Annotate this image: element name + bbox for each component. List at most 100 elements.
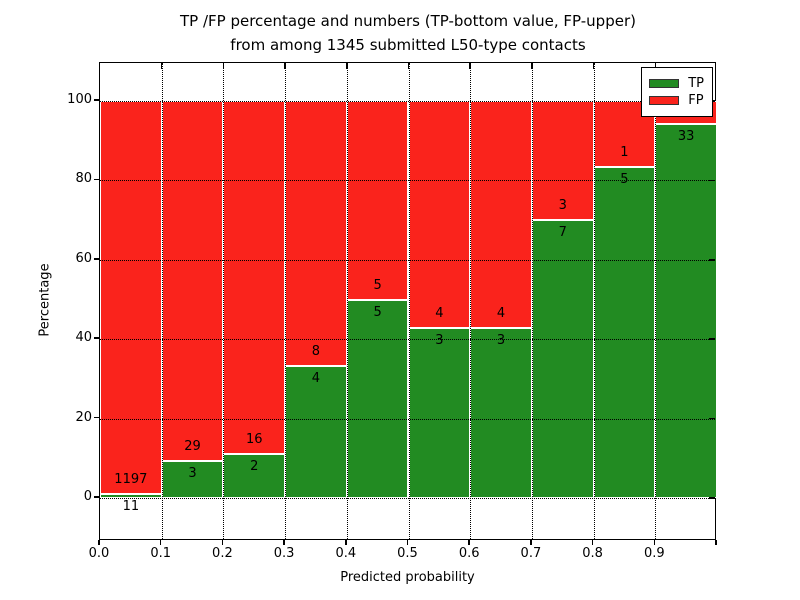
- y-tick-label: 80: [75, 171, 92, 187]
- bar-fp-segment: [346, 101, 409, 300]
- bar-fp-segment: [285, 101, 347, 366]
- y-axis-tick: [94, 416, 99, 419]
- bar-fp-segment: [470, 101, 532, 328]
- horizontal-gridline: [100, 498, 715, 499]
- x-axis-tick: [98, 540, 100, 545]
- chart-title-line1: TP /FP percentage and numbers (TP-bottom…: [180, 12, 636, 30]
- bar-tp-segment: [346, 299, 409, 498]
- chart-title-line2: from among 1345 submitted L50-type conta…: [230, 36, 586, 54]
- top-tick: [531, 63, 533, 69]
- vertical-gridline: [161, 63, 163, 539]
- x-axis-tick: [159, 540, 162, 545]
- x-tick-label: 0.8: [582, 546, 603, 561]
- chart-title: TP /FP percentage and numbers (TP-bottom…: [8, 9, 800, 57]
- legend-row: TP: [649, 76, 704, 91]
- x-axis-tick: [591, 540, 594, 545]
- y-tick-label: 100: [67, 92, 92, 107]
- top-tick: [654, 63, 657, 69]
- y-tick-label: 20: [75, 409, 92, 425]
- legend-label-tp: TP: [688, 76, 704, 91]
- top-tick: [592, 63, 595, 69]
- x-axis-tick: [653, 540, 656, 545]
- x-axis-tick: [283, 540, 285, 545]
- bar-fp-segment: [531, 101, 594, 221]
- tp-count-label: 3: [188, 465, 197, 481]
- y-tick-label: 0: [83, 489, 92, 504]
- right-tick: [709, 179, 715, 182]
- y-axis-tick: [94, 258, 99, 260]
- bar-tp-segment: [470, 327, 532, 498]
- tp-count-label: 33: [677, 128, 695, 144]
- y-axis-title: Percentage: [37, 263, 53, 337]
- fp-count-label: 4: [496, 305, 506, 321]
- tp-count-label: 7: [558, 225, 567, 241]
- horizontal-gridline: [100, 259, 715, 261]
- right-tick: [709, 497, 715, 499]
- x-axis-tick: [715, 540, 717, 545]
- tp-count-label: 4: [311, 370, 321, 386]
- legend: TP FP: [641, 67, 713, 117]
- horizontal-gridline: [100, 101, 715, 102]
- horizontal-gridline: [100, 418, 715, 420]
- bar-fp-segment: [223, 101, 286, 454]
- bar-tp-segment: [100, 494, 162, 498]
- vertical-gridline: [593, 63, 595, 539]
- right-tick: [709, 417, 715, 420]
- bar-tp-segment: [655, 123, 717, 498]
- tp-count-label: 5: [620, 172, 629, 188]
- bar-tp-segment: [531, 220, 594, 498]
- bar-fp-segment: [161, 101, 224, 461]
- x-axis-tick: [221, 540, 224, 545]
- top-tick: [222, 63, 225, 69]
- bar-tp-segment: [408, 327, 471, 498]
- bar-fp-segment: [100, 101, 162, 495]
- y-axis-tick: [94, 99, 99, 101]
- tp-count-label: 5: [373, 304, 382, 320]
- top-tick: [284, 63, 286, 69]
- right-tick: [709, 259, 715, 261]
- fp-count-label: 1: [620, 145, 629, 161]
- y-axis-tick: [94, 496, 99, 498]
- x-tick-label: 0.3: [273, 546, 295, 561]
- bar-tp-segment: [593, 167, 656, 498]
- x-axis-tick: [468, 540, 470, 545]
- x-tick-label: 0.4: [335, 546, 357, 561]
- x-tick-label: 0.5: [397, 546, 418, 561]
- tp-count-label: 11: [122, 499, 140, 515]
- tp-count-label: 2: [250, 458, 259, 474]
- top-tick: [469, 63, 471, 69]
- fp-count-label: 8: [311, 343, 321, 359]
- fp-count-label: 1197: [114, 472, 148, 488]
- x-tick-label: 0.6: [458, 546, 480, 561]
- y-axis-tick: [94, 178, 99, 181]
- x-axis-title: Predicted probability: [340, 570, 475, 585]
- vertical-gridline: [223, 63, 225, 539]
- bar-tp-segment: [285, 365, 347, 498]
- x-tick-label: 0.2: [212, 546, 233, 561]
- vertical-gridline: [531, 63, 533, 539]
- vertical-gridline: [655, 63, 657, 539]
- vertical-gridline: [346, 63, 348, 539]
- x-tick-label: 0.1: [150, 546, 172, 561]
- top-tick: [160, 63, 163, 69]
- fp-count-label: 29: [184, 438, 201, 454]
- tp-count-label: 3: [496, 332, 506, 348]
- horizontal-gridline: [100, 339, 715, 341]
- fp-count-label: 5: [373, 277, 382, 293]
- y-axis-tick: [94, 337, 99, 339]
- bar-tp-segment: [161, 460, 224, 498]
- vertical-gridline: [470, 63, 472, 539]
- tp-count-label: 3: [435, 332, 444, 348]
- legend-swatch-tp: [649, 79, 680, 88]
- y-tick-label: 40: [75, 330, 92, 346]
- x-tick-label: 0.9: [643, 546, 665, 561]
- horizontal-gridline: [100, 180, 715, 182]
- top-tick: [346, 63, 348, 69]
- legend-swatch-fp: [649, 96, 680, 105]
- x-axis-tick: [530, 540, 532, 545]
- x-axis-tick: [345, 540, 347, 545]
- top-tick: [407, 63, 410, 69]
- fp-count-label: 16: [245, 431, 263, 447]
